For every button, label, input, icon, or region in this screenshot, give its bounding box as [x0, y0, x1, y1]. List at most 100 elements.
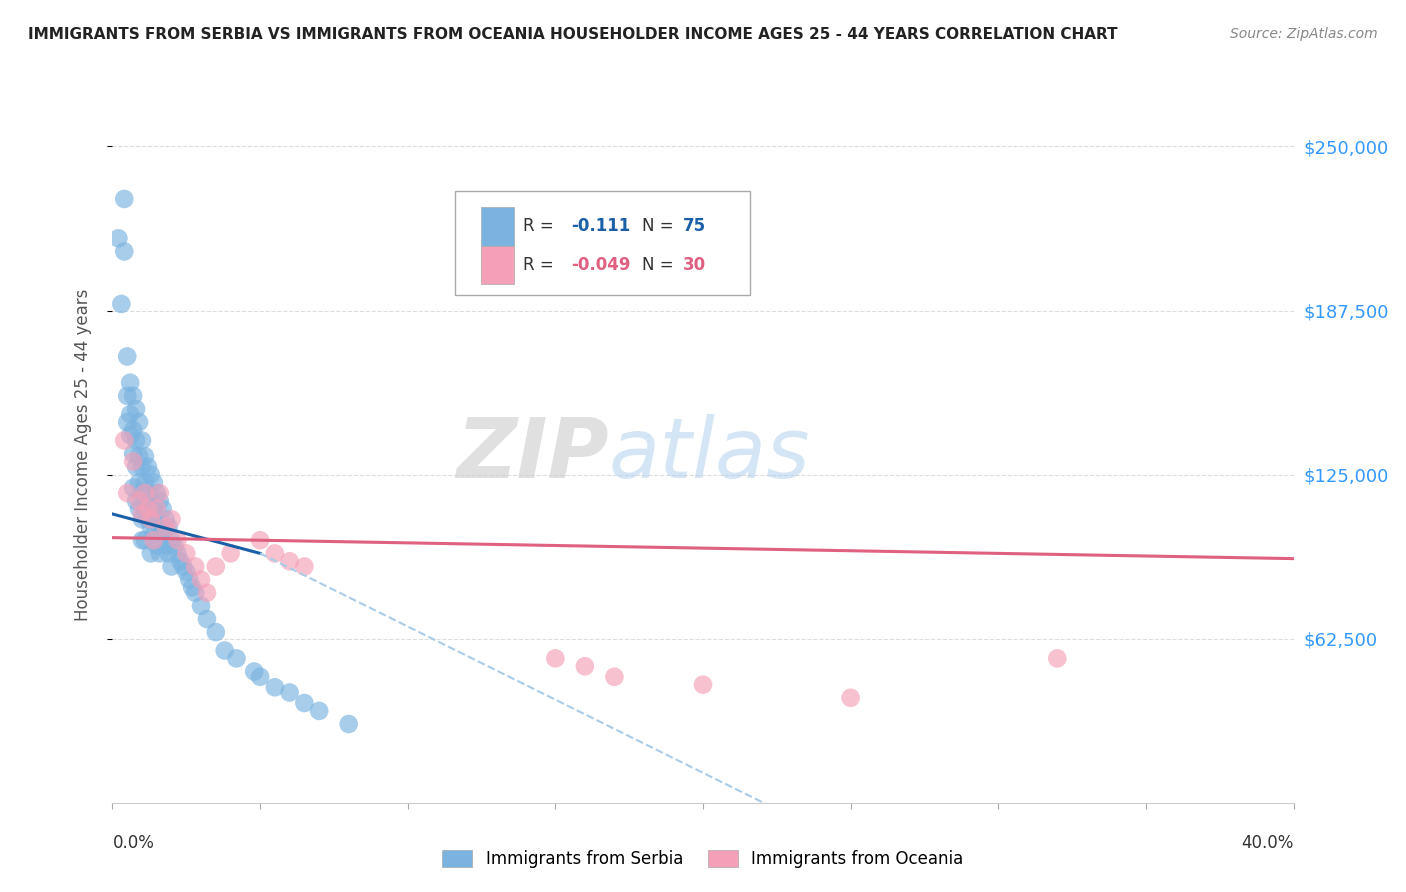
Point: [136, 501, 159, 516]
Point: [195, 586, 218, 600]
Point: [1046, 651, 1069, 665]
Point: [139, 467, 162, 482]
Text: N =: N =: [641, 256, 679, 275]
Point: [225, 651, 247, 665]
Point: [125, 459, 148, 474]
Point: [264, 546, 287, 560]
Text: N =: N =: [641, 218, 679, 235]
Point: [122, 389, 145, 403]
Text: R =: R =: [523, 256, 560, 275]
Point: [264, 680, 287, 694]
Point: [136, 512, 159, 526]
Point: [131, 512, 153, 526]
Bar: [481, 246, 515, 285]
Point: [219, 546, 242, 560]
Point: [174, 565, 197, 579]
Text: 40.0%: 40.0%: [1241, 834, 1294, 852]
Point: [128, 415, 150, 429]
Point: [136, 459, 159, 474]
Point: [157, 520, 180, 534]
Point: [172, 559, 194, 574]
Point: [139, 546, 162, 560]
Point: [146, 539, 169, 553]
Point: [155, 512, 177, 526]
Point: [249, 533, 271, 548]
Point: [603, 670, 626, 684]
Point: [692, 678, 714, 692]
Point: [184, 559, 207, 574]
Y-axis label: Householder Income Ages 25 - 44 years: Householder Income Ages 25 - 44 years: [73, 289, 91, 621]
Point: [142, 501, 165, 516]
Point: [160, 559, 183, 574]
Point: [292, 696, 315, 710]
Point: [190, 573, 212, 587]
Point: [544, 651, 567, 665]
Point: [117, 389, 138, 403]
Point: [205, 559, 228, 574]
Bar: [481, 207, 515, 245]
Point: [337, 717, 360, 731]
Point: [128, 501, 150, 516]
Point: [308, 704, 330, 718]
Point: [169, 554, 191, 568]
Point: [122, 447, 145, 461]
Point: [117, 415, 138, 429]
Text: 75: 75: [683, 218, 706, 235]
Point: [128, 475, 150, 490]
Text: 30: 30: [683, 256, 706, 275]
Point: [146, 501, 169, 516]
Point: [155, 539, 177, 553]
Point: [155, 520, 177, 534]
Point: [142, 475, 165, 490]
Text: -0.111: -0.111: [571, 218, 630, 235]
Point: [152, 501, 174, 516]
Point: [136, 486, 159, 500]
Point: [131, 459, 153, 474]
Point: [243, 665, 266, 679]
Point: [131, 507, 153, 521]
Point: [278, 685, 301, 699]
Point: [112, 434, 135, 448]
Point: [184, 586, 207, 600]
Text: atlas: atlas: [609, 415, 810, 495]
Point: [134, 486, 156, 500]
Point: [107, 231, 129, 245]
Point: [131, 486, 153, 500]
Point: [179, 573, 201, 587]
Point: [142, 533, 165, 548]
Point: [146, 512, 169, 526]
Point: [146, 486, 169, 500]
Point: [134, 533, 156, 548]
Text: Source: ZipAtlas.com: Source: ZipAtlas.com: [1230, 27, 1378, 41]
Point: [142, 528, 165, 542]
Point: [160, 512, 183, 526]
Point: [152, 528, 174, 542]
Point: [134, 501, 156, 516]
Point: [139, 520, 162, 534]
Legend: Immigrants from Serbia, Immigrants from Oceania: Immigrants from Serbia, Immigrants from …: [436, 843, 970, 875]
Point: [117, 350, 138, 364]
Point: [139, 512, 162, 526]
Point: [157, 546, 180, 560]
Point: [149, 486, 172, 500]
Point: [278, 554, 301, 568]
Text: ZIP: ZIP: [456, 415, 609, 495]
Point: [125, 401, 148, 416]
Point: [149, 520, 172, 534]
Point: [574, 659, 596, 673]
Text: IMMIGRANTS FROM SERBIA VS IMMIGRANTS FROM OCEANIA HOUSEHOLDER INCOME AGES 25 - 4: IMMIGRANTS FROM SERBIA VS IMMIGRANTS FRO…: [28, 27, 1118, 42]
Point: [292, 559, 315, 574]
Point: [125, 494, 148, 508]
Point: [134, 475, 156, 490]
Point: [131, 434, 153, 448]
Point: [120, 428, 142, 442]
Point: [181, 581, 204, 595]
Text: R =: R =: [523, 218, 560, 235]
Point: [166, 546, 188, 560]
Point: [149, 546, 172, 560]
Point: [149, 494, 172, 508]
Point: [166, 533, 188, 548]
Point: [120, 376, 142, 390]
Point: [125, 434, 148, 448]
Point: [128, 494, 150, 508]
